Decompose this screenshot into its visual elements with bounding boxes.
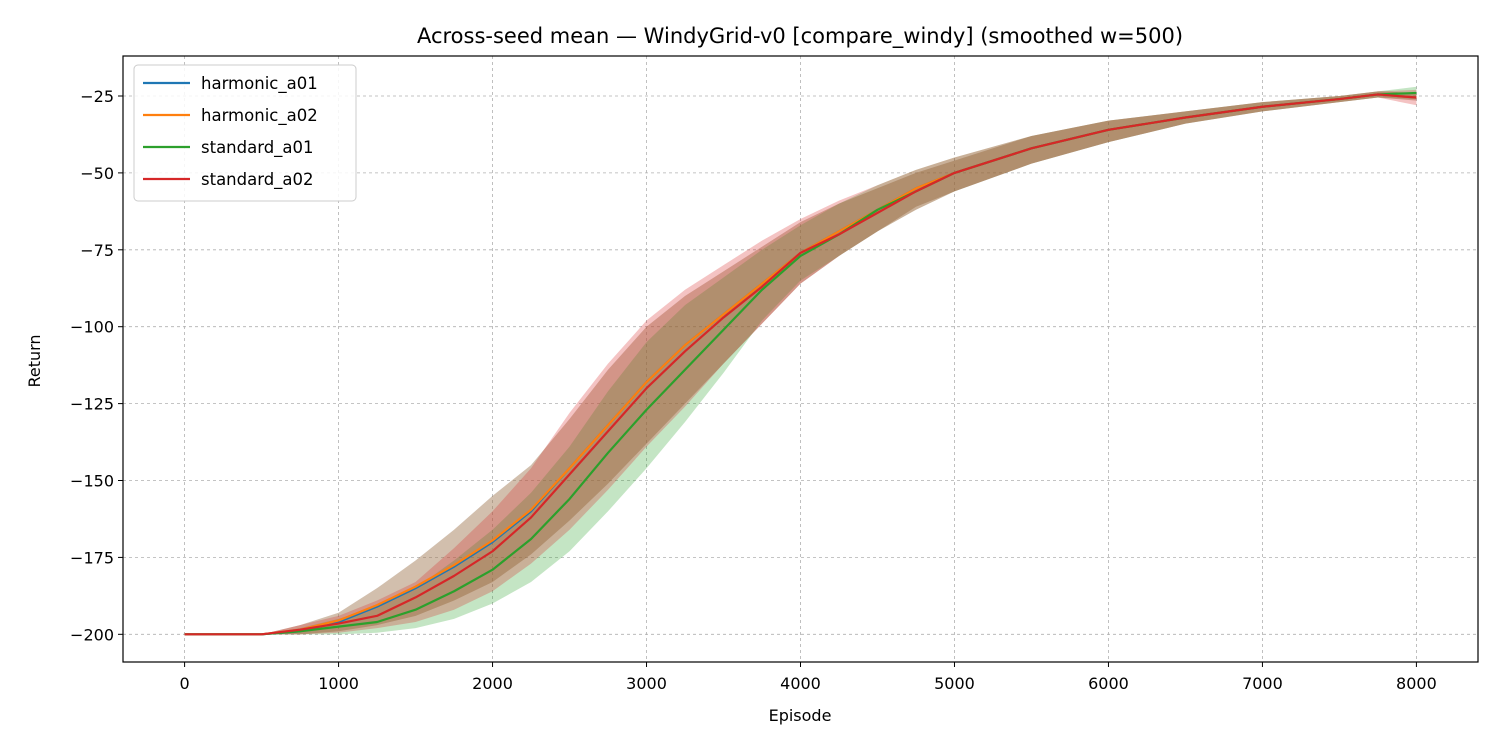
legend: harmonic_a01 harmonic_a02 standard_a01stan…	[133, 64, 357, 202]
series-lines	[184, 91, 1417, 636]
x-axis-label: Episode	[769, 706, 832, 725]
x-tick-label: 4000	[780, 674, 821, 693]
x-tick-label: 7000	[1242, 674, 1283, 693]
y-axis-label: Return	[25, 334, 44, 387]
series-line-standard_a02	[184, 93, 1417, 636]
y-tick-label: −150	[70, 472, 114, 491]
legend-box	[133, 64, 357, 202]
grid-lines	[123, 56, 1478, 662]
axis-ticks: 0 1000 2000 3000 4000 5000 6000 7000 8000 −200 −17…	[70, 87, 1437, 693]
x-tick-label: 8000	[1396, 674, 1437, 693]
x-tick-label: 3000	[626, 674, 667, 693]
series-band-harmonic_a02	[184, 91, 1417, 635]
y-tick-label: −75	[80, 241, 114, 260]
y-tick-label: −200	[70, 625, 114, 644]
confidence-bands	[184, 86, 1417, 635]
y-tick-label: −125	[70, 395, 114, 414]
legend-label-standard_a01: standard_a01	[201, 138, 314, 158]
chart-title: Across-seed mean — WindyGrid-v0 [compare…	[417, 24, 1183, 49]
series-band-harmonic_a01	[184, 91, 1417, 635]
x-tick-label: 5000	[934, 674, 975, 693]
y-tick-label: −175	[70, 548, 114, 567]
x-tick-label: 1000	[318, 674, 359, 693]
x-tick-label: 6000	[1088, 674, 1129, 693]
legend-label-harmonic_a02: harmonic_a02	[201, 106, 318, 126]
legend-label-standard_a02: standard_a02	[201, 170, 314, 190]
y-tick-label: −50	[80, 164, 114, 183]
y-tick-label: −25	[80, 87, 114, 106]
x-tick-label: 0	[179, 674, 189, 693]
x-tick-label: 2000	[472, 674, 513, 693]
y-tick-label: −100	[70, 318, 114, 337]
legend-label-harmonic_a01: harmonic_a01	[201, 74, 318, 94]
